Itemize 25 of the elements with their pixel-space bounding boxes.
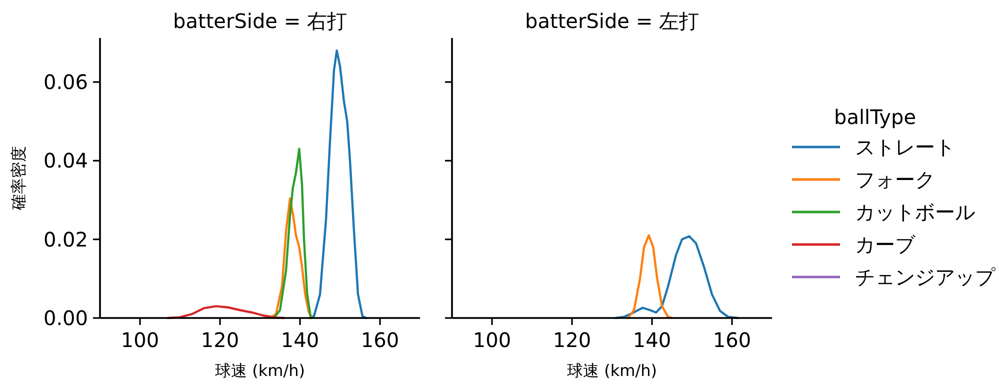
x-tick-label: 120: [552, 328, 592, 352]
y-axis-title: 確率密度: [9, 146, 28, 211]
legend-label: カットボール: [855, 200, 975, 224]
legend-title: ballType: [834, 105, 916, 129]
x-tick-label: 160: [360, 328, 400, 352]
line-series: [268, 197, 314, 320]
x-tick-label: 100: [120, 328, 160, 352]
y-tick-label: 0.02: [43, 227, 88, 252]
chart-title: batterSide = 左打: [525, 9, 699, 33]
x-axis-title: 球速 (km/h): [567, 361, 657, 380]
x-tick-label: 160: [712, 328, 752, 352]
x-tick-label: 140: [632, 328, 672, 352]
legend-label: ストレート: [855, 135, 955, 159]
y-tick-label: 0.00: [43, 306, 88, 330]
legend-label: フォーク: [855, 168, 935, 192]
legend-label: チェンジアップ: [855, 265, 996, 289]
x-tick-label: 100: [472, 328, 512, 352]
x-tick-label: 140: [280, 328, 320, 352]
chart-title: batterSide = 右打: [173, 9, 347, 33]
line-series: [272, 148, 312, 320]
y-tick-label: 0.04: [43, 148, 88, 173]
x-axis-title: 球速 (km/h): [215, 361, 305, 380]
legend-label: カーブ: [855, 232, 916, 256]
y-tick-label: 0.06: [43, 70, 88, 94]
x-tick-label: 120: [200, 328, 240, 352]
